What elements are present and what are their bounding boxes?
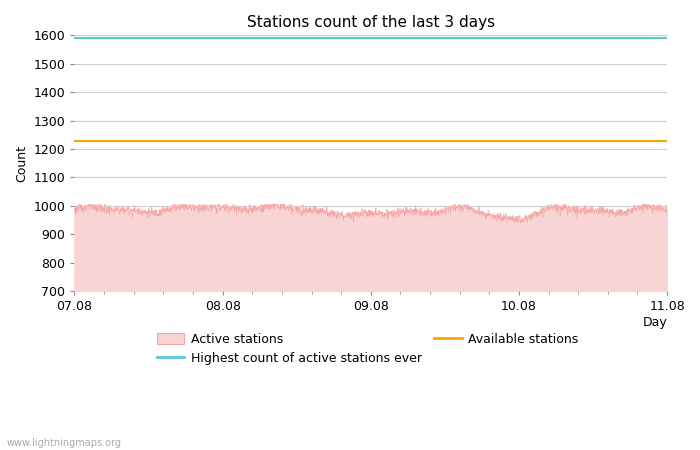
Y-axis label: Count: Count (15, 144, 28, 182)
X-axis label: Day: Day (643, 316, 667, 329)
Title: Stations count of the last 3 days: Stations count of the last 3 days (246, 15, 495, 30)
Legend: Active stations, Highest count of active stations ever, Available stations: Active stations, Highest count of active… (152, 328, 583, 370)
Text: www.lightningmaps.org: www.lightningmaps.org (7, 438, 122, 448)
